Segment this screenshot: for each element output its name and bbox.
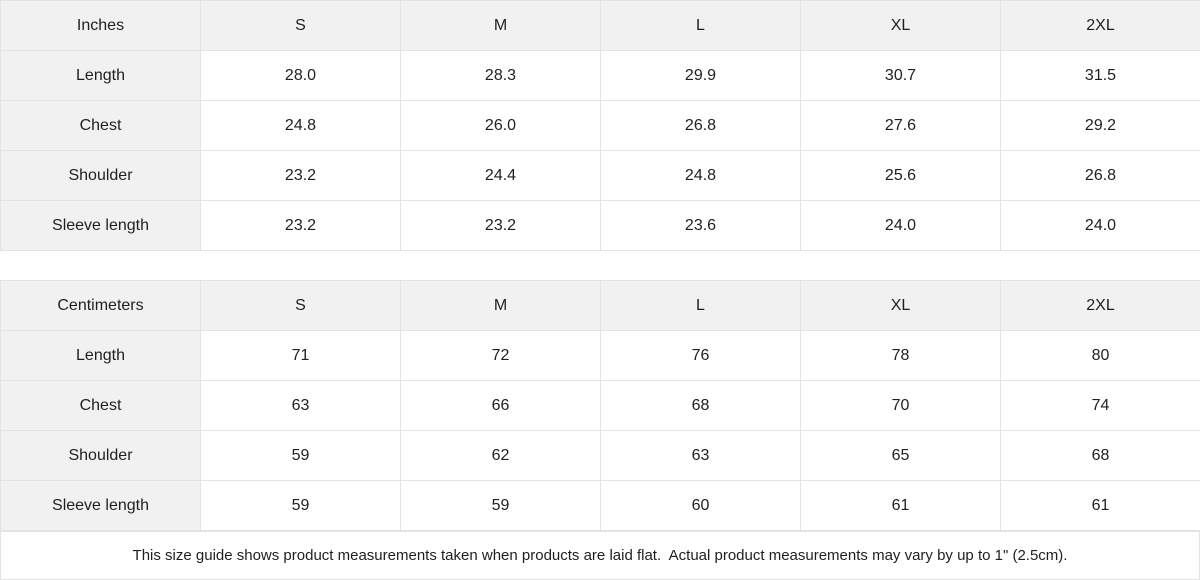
column-header-m: M [400,280,601,332]
size-guide-disclaimer: This size guide shows product measuremen… [0,531,1200,580]
cell-length-s: 71 [200,330,401,382]
cell-shoulder-l: 63 [600,430,801,482]
column-header-m: M [400,0,601,51]
table-row: Sleeve length 23.2 23.2 23.6 24.0 24.0 [0,200,1200,251]
table-row: Shoulder 59 62 63 65 68 [0,430,1200,482]
column-header-s: S [200,0,401,51]
table-row: Length 71 72 76 78 80 [0,330,1200,382]
cell-chest-l: 68 [600,380,801,432]
cell-shoulder-xl: 25.6 [800,150,1001,201]
table-header-row: Inches S M L XL 2XL [0,0,1200,51]
row-label-chest: Chest [0,380,201,432]
column-header-s: S [200,280,401,332]
cell-sleeve-length-2xl: 24.0 [1000,200,1200,251]
row-label-length: Length [0,50,201,101]
inches-size-table: Inches S M L XL 2XL Length 28.0 28.3 29.… [0,0,1200,251]
row-label-shoulder: Shoulder [0,430,201,482]
cell-sleeve-length-m: 23.2 [400,200,601,251]
cell-sleeve-length-2xl: 61 [1000,480,1200,532]
row-label-length: Length [0,330,201,382]
inches-table-body: Length 28.0 28.3 29.9 30.7 31.5 Chest 24… [0,50,1200,251]
cell-length-m: 28.3 [400,50,601,101]
row-label-shoulder: Shoulder [0,150,201,201]
cell-length-l: 76 [600,330,801,382]
cell-shoulder-m: 24.4 [400,150,601,201]
unit-label-inches: Inches [0,0,201,51]
cell-shoulder-l: 24.8 [600,150,801,201]
cell-chest-xl: 70 [800,380,1001,432]
cell-sleeve-length-xl: 24.0 [800,200,1001,251]
cell-shoulder-m: 62 [400,430,601,482]
cell-shoulder-s: 23.2 [200,150,401,201]
column-header-2xl: 2XL [1000,280,1200,332]
cell-chest-l: 26.8 [600,100,801,151]
cell-length-xl: 30.7 [800,50,1001,101]
cell-length-l: 29.9 [600,50,801,101]
column-header-xl: XL [800,0,1001,51]
cell-shoulder-2xl: 68 [1000,430,1200,482]
cell-sleeve-length-m: 59 [400,480,601,532]
table-row: Chest 24.8 26.0 26.8 27.6 29.2 [0,100,1200,151]
cell-chest-xl: 27.6 [800,100,1001,151]
centimeters-table-head: Centimeters S M L XL 2XL [0,280,1200,332]
cell-sleeve-length-l: 60 [600,480,801,532]
column-header-xl: XL [800,280,1001,332]
table-header-row: Centimeters S M L XL 2XL [0,280,1200,332]
row-label-chest: Chest [0,100,201,151]
cell-chest-2xl: 74 [1000,380,1200,432]
column-header-2xl: 2XL [1000,0,1200,51]
cell-length-xl: 78 [800,330,1001,382]
cell-chest-m: 26.0 [400,100,601,151]
cell-length-2xl: 80 [1000,330,1200,382]
cell-sleeve-length-xl: 61 [800,480,1001,532]
table-row: Shoulder 23.2 24.4 24.8 25.6 26.8 [0,150,1200,201]
cell-shoulder-xl: 65 [800,430,1001,482]
cell-length-m: 72 [400,330,601,382]
row-label-sleeve-length: Sleeve length [0,480,201,532]
table-row: Sleeve length 59 59 60 61 61 [0,480,1200,532]
cell-sleeve-length-s: 59 [200,480,401,532]
table-row: Length 28.0 28.3 29.9 30.7 31.5 [0,50,1200,101]
cell-sleeve-length-l: 23.6 [600,200,801,251]
cell-chest-s: 63 [200,380,401,432]
cell-chest-s: 24.8 [200,100,401,151]
unit-label-centimeters: Centimeters [0,280,201,332]
cell-length-2xl: 31.5 [1000,50,1200,101]
cell-length-s: 28.0 [200,50,401,101]
centimeters-size-table: Centimeters S M L XL 2XL Length 71 72 76… [0,280,1200,532]
cell-shoulder-s: 59 [200,430,401,482]
cell-chest-m: 66 [400,380,601,432]
row-label-sleeve-length: Sleeve length [0,200,201,251]
centimeters-table-body: Length 71 72 76 78 80 Chest 63 66 68 70 … [0,330,1200,532]
cell-chest-2xl: 29.2 [1000,100,1200,151]
inches-table-head: Inches S M L XL 2XL [0,0,1200,51]
column-header-l: L [600,0,801,51]
cell-sleeve-length-s: 23.2 [200,200,401,251]
table-row: Chest 63 66 68 70 74 [0,380,1200,432]
table-spacer [0,251,1200,281]
cell-shoulder-2xl: 26.8 [1000,150,1200,201]
column-header-l: L [600,280,801,332]
